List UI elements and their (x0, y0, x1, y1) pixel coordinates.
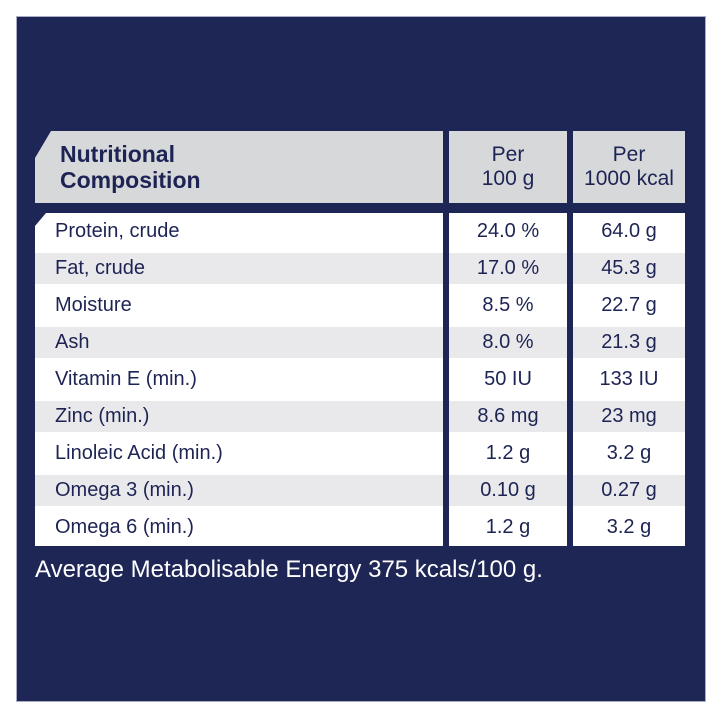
per-100g-value: 17.0 % (449, 250, 567, 287)
column-divider (443, 324, 449, 361)
per-100g-value: 1.2 g (449, 435, 567, 472)
header-title-line-1: Nutritional (60, 141, 175, 167)
column-divider (443, 131, 449, 203)
per-1000kcal-value: 21.3 g (573, 324, 685, 361)
nutrient-label: Omega 6 (min.) (35, 509, 443, 546)
per-1000kcal-value: 0.27 g (573, 472, 685, 509)
column-divider (443, 361, 449, 398)
table-row: Omega 3 (min.) 0.10 g 0.27 g (35, 472, 685, 509)
per-100g-line-1: Per (491, 143, 525, 166)
energy-note: Average Metabolisable Energy 375 kcals/1… (35, 556, 543, 583)
column-divider (567, 398, 573, 435)
per-1000kcal-value: 133 IU (573, 361, 685, 398)
per-100g-value: 0.10 g (449, 472, 567, 509)
column-divider (567, 250, 573, 287)
column-divider (567, 324, 573, 361)
per-100g-value: 50 IU (449, 361, 567, 398)
per-1000kcal-value: 23 mg (573, 398, 685, 435)
column-divider (567, 287, 573, 324)
table-row: Ash 8.0 % 21.3 g (35, 324, 685, 361)
per-1000kcal-value: 45.3 g (573, 250, 685, 287)
nutrient-label: Moisture (35, 287, 443, 324)
column-divider (567, 435, 573, 472)
per-100g-value: 8.5 % (449, 287, 567, 324)
per-1000kcal-value: 64.0 g (573, 213, 685, 250)
table-row: Vitamin E (min.) 50 IU 133 IU (35, 361, 685, 398)
label-panel: Nutritional Composition Per 100 g Per 10… (17, 17, 705, 701)
column-divider (567, 472, 573, 509)
column-divider (567, 361, 573, 398)
per-100g-value: 24.0 % (449, 213, 567, 250)
column-divider (443, 250, 449, 287)
table-row: Fat, crude 17.0 % 45.3 g (35, 250, 685, 287)
table-row: Protein, crude 24.0 % 64.0 g (35, 213, 685, 250)
column-divider (567, 131, 573, 203)
nutrient-label: Linoleic Acid (min.) (35, 435, 443, 472)
column-divider (443, 287, 449, 324)
table-row: Omega 6 (min.) 1.2 g 3.2 g (35, 509, 685, 546)
per-1000kcal-line-1: Per (612, 143, 646, 166)
nutrient-label: Ash (35, 324, 443, 361)
nutrient-label: Vitamin E (min.) (35, 361, 443, 398)
column-divider (443, 472, 449, 509)
per-100g-value: 8.6 mg (449, 398, 567, 435)
table-row: Moisture 8.5 % 22.7 g (35, 287, 685, 324)
header-per-100g-cell: Per 100 g (449, 131, 567, 203)
nutrient-label: Omega 3 (min.) (35, 472, 443, 509)
column-divider (443, 213, 449, 250)
per-100g-value: 1.2 g (449, 509, 567, 546)
nutrient-label: Zinc (min.) (35, 398, 443, 435)
per-100g-line-2: 100 g (481, 167, 535, 190)
table-row: Linoleic Acid (min.) 1.2 g 3.2 g (35, 435, 685, 472)
nutrient-label: Fat, crude (35, 250, 443, 287)
per-100g-value: 8.0 % (449, 324, 567, 361)
header-per-1000kcal-cell: Per 1000 kcal (573, 131, 685, 203)
nutrient-label: Protein, crude (35, 213, 443, 250)
header-title-cell: Nutritional Composition (35, 131, 443, 203)
column-divider (567, 509, 573, 546)
per-1000kcal-value: 3.2 g (573, 435, 685, 472)
table-body: Protein, crude 24.0 % 64.0 g Fat, crude … (35, 213, 685, 546)
per-1000kcal-line-2: 1000 kcal (584, 167, 674, 190)
per-1000kcal-value: 22.7 g (573, 287, 685, 324)
table-header-row: Nutritional Composition Per 100 g Per 10… (35, 131, 685, 203)
column-divider (443, 435, 449, 472)
nutrition-table: Nutritional Composition Per 100 g Per 10… (35, 131, 685, 546)
per-1000kcal-value: 3.2 g (573, 509, 685, 546)
column-divider (443, 509, 449, 546)
header-title-line-2: Composition (60, 167, 201, 193)
column-divider (567, 213, 573, 250)
table-row: Zinc (min.) 8.6 mg 23 mg (35, 398, 685, 435)
column-divider (443, 398, 449, 435)
